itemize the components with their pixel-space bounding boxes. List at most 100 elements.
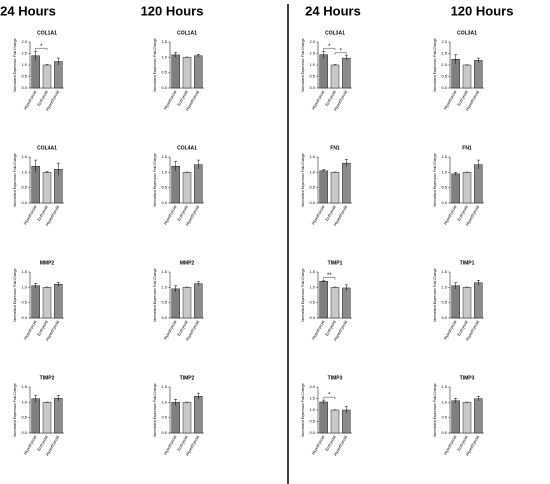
column-header: 24 Hours bbox=[0, 3, 56, 18]
significance-label: * bbox=[328, 393, 331, 399]
bar bbox=[319, 281, 328, 319]
y-tick-label: 0.5 bbox=[21, 300, 27, 305]
y-tick-label: 1.5 bbox=[21, 51, 27, 56]
column-header: 24 Hours bbox=[305, 3, 361, 18]
significance-bracket bbox=[35, 48, 48, 51]
significance-label: * bbox=[339, 48, 342, 54]
chart-title: COL1A1 bbox=[177, 30, 197, 36]
bar bbox=[474, 60, 483, 89]
chart-title: FN1 bbox=[462, 145, 472, 151]
y-axis-label: Normalized Expression Fold Change bbox=[13, 268, 17, 322]
bar bbox=[54, 284, 63, 319]
y-tick-label: 2.0 bbox=[441, 39, 447, 44]
chart-title: COL4A1 bbox=[177, 145, 197, 151]
y-tick-label: 1.0 bbox=[21, 169, 27, 174]
bar bbox=[451, 400, 460, 434]
bar bbox=[319, 170, 328, 204]
y-tick-label: 0.0 bbox=[309, 200, 315, 205]
y-tick-label: 1.0 bbox=[309, 407, 315, 412]
y-axis-label: Normalized Expression Fold Change bbox=[301, 153, 305, 207]
bar bbox=[330, 172, 340, 204]
y-tick-label: 1.0 bbox=[21, 62, 27, 67]
y-tick-label: 0.0 bbox=[21, 430, 27, 435]
chart-title: MMP2 bbox=[180, 260, 195, 266]
y-axis-label: Normalized Expression Fold Change bbox=[153, 383, 157, 437]
y-axis-label: Normalized Expression Fold Change bbox=[153, 153, 157, 207]
bar bbox=[194, 283, 203, 319]
y-axis-label: Normalized Expression Fold Change bbox=[301, 38, 305, 92]
y-tick-label: 1.5 bbox=[21, 269, 27, 274]
y-tick-label: 0.5 bbox=[21, 415, 27, 420]
y-tick-label: 0.5 bbox=[21, 74, 27, 79]
bar bbox=[330, 409, 340, 434]
bar bbox=[342, 287, 351, 319]
y-tick-label: 0.0 bbox=[441, 85, 447, 90]
y-tick-label: 0.0 bbox=[21, 315, 27, 320]
y-tick-label: 1.5 bbox=[21, 384, 27, 389]
chart-title: FN1 bbox=[330, 145, 340, 151]
y-axis-label: Normalized Expression Fold Change bbox=[301, 383, 305, 437]
bar bbox=[462, 172, 472, 204]
y-tick-label: 0.5 bbox=[441, 185, 447, 190]
y-tick-label: 1.5 bbox=[441, 154, 447, 159]
chart-title: TIMP2 bbox=[180, 375, 195, 381]
y-tick-label: 1.0 bbox=[309, 169, 315, 174]
significance-bracket bbox=[323, 277, 336, 280]
y-axis-label: Normalized Expression Fold Change bbox=[433, 383, 437, 437]
y-tick-label: 0.5 bbox=[309, 300, 315, 305]
y-axis-label: Normalized Expression Fold Change bbox=[301, 268, 305, 322]
chart-title: COL4A1 bbox=[37, 145, 57, 151]
y-tick-label: 0.5 bbox=[309, 419, 315, 424]
y-tick-label: 1.5 bbox=[309, 154, 315, 159]
y-axis-label: Normalized Expression Fold Change bbox=[13, 38, 17, 92]
y-tick-label: 1.5 bbox=[309, 51, 315, 56]
bar bbox=[42, 402, 52, 434]
bar bbox=[451, 173, 460, 204]
chart-title: TIMP1 bbox=[460, 260, 475, 266]
y-tick-label: 1.0 bbox=[161, 169, 167, 174]
y-tick-label: 0.5 bbox=[441, 300, 447, 305]
chart-title: COL3A1 bbox=[325, 30, 345, 36]
y-axis-label: Normalized Expression Fold Change bbox=[433, 38, 437, 92]
y-tick-label: 0.0 bbox=[161, 315, 167, 320]
y-axis-label: Normalized Expression Fold Change bbox=[153, 268, 157, 322]
bar bbox=[474, 398, 483, 434]
bar bbox=[474, 164, 483, 204]
bar bbox=[194, 396, 203, 434]
y-tick-label: 1.5 bbox=[309, 269, 315, 274]
y-tick-label: 1.5 bbox=[161, 384, 167, 389]
y-axis-label: Normalized Expression Fold Change bbox=[433, 268, 437, 322]
y-tick-label: 1.0 bbox=[161, 54, 167, 59]
significance-bracket bbox=[323, 48, 336, 51]
y-tick-label: 0.0 bbox=[309, 315, 315, 320]
y-tick-label: 0.0 bbox=[21, 200, 27, 205]
y-tick-label: 1.5 bbox=[21, 154, 27, 159]
bar bbox=[171, 54, 180, 89]
y-tick-label: 1.0 bbox=[441, 62, 447, 67]
bar bbox=[182, 172, 192, 204]
significance-label: * bbox=[328, 44, 331, 50]
bar bbox=[194, 55, 203, 89]
bar bbox=[54, 398, 63, 434]
y-tick-label: 1.5 bbox=[441, 269, 447, 274]
y-tick-label: 0.5 bbox=[21, 185, 27, 190]
bar bbox=[182, 287, 192, 319]
y-tick-label: 1.5 bbox=[161, 39, 167, 44]
bar bbox=[342, 162, 351, 204]
y-tick-label: 2.0 bbox=[309, 384, 315, 389]
chart-title: TIMP2 bbox=[40, 375, 55, 381]
bar bbox=[171, 165, 180, 204]
y-tick-label: 1.0 bbox=[21, 284, 27, 289]
y-tick-label: 1.0 bbox=[161, 399, 167, 404]
bar bbox=[54, 61, 63, 89]
chart-title: TIMP1 bbox=[328, 260, 343, 266]
bar bbox=[342, 57, 351, 89]
y-tick-label: 0.5 bbox=[309, 74, 315, 79]
y-tick-label: 1.5 bbox=[441, 384, 447, 389]
chart-title: COL1A1 bbox=[37, 30, 57, 36]
bar bbox=[462, 402, 472, 434]
y-tick-label: 0.5 bbox=[161, 185, 167, 190]
chart-title: MMP2 bbox=[40, 260, 55, 266]
y-axis-label: Normalized Expression Fold Change bbox=[13, 383, 17, 437]
